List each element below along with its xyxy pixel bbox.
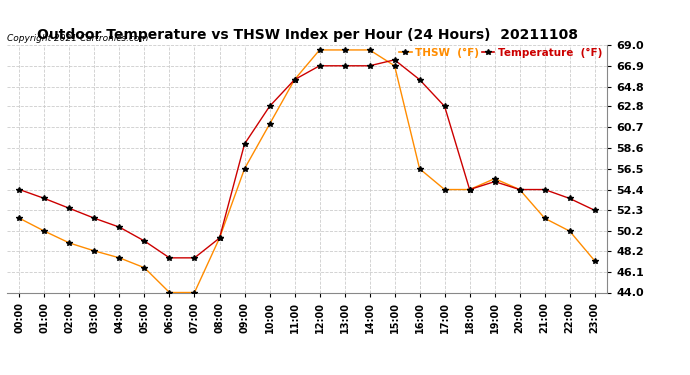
- Title: Outdoor Temperature vs THSW Index per Hour (24 Hours)  20211108: Outdoor Temperature vs THSW Index per Ho…: [37, 28, 578, 42]
- Legend: THSW  (°F), Temperature  (°F): THSW (°F), Temperature (°F): [400, 48, 602, 58]
- Text: Copyright 2021 Cartronics.com: Copyright 2021 Cartronics.com: [7, 33, 148, 42]
